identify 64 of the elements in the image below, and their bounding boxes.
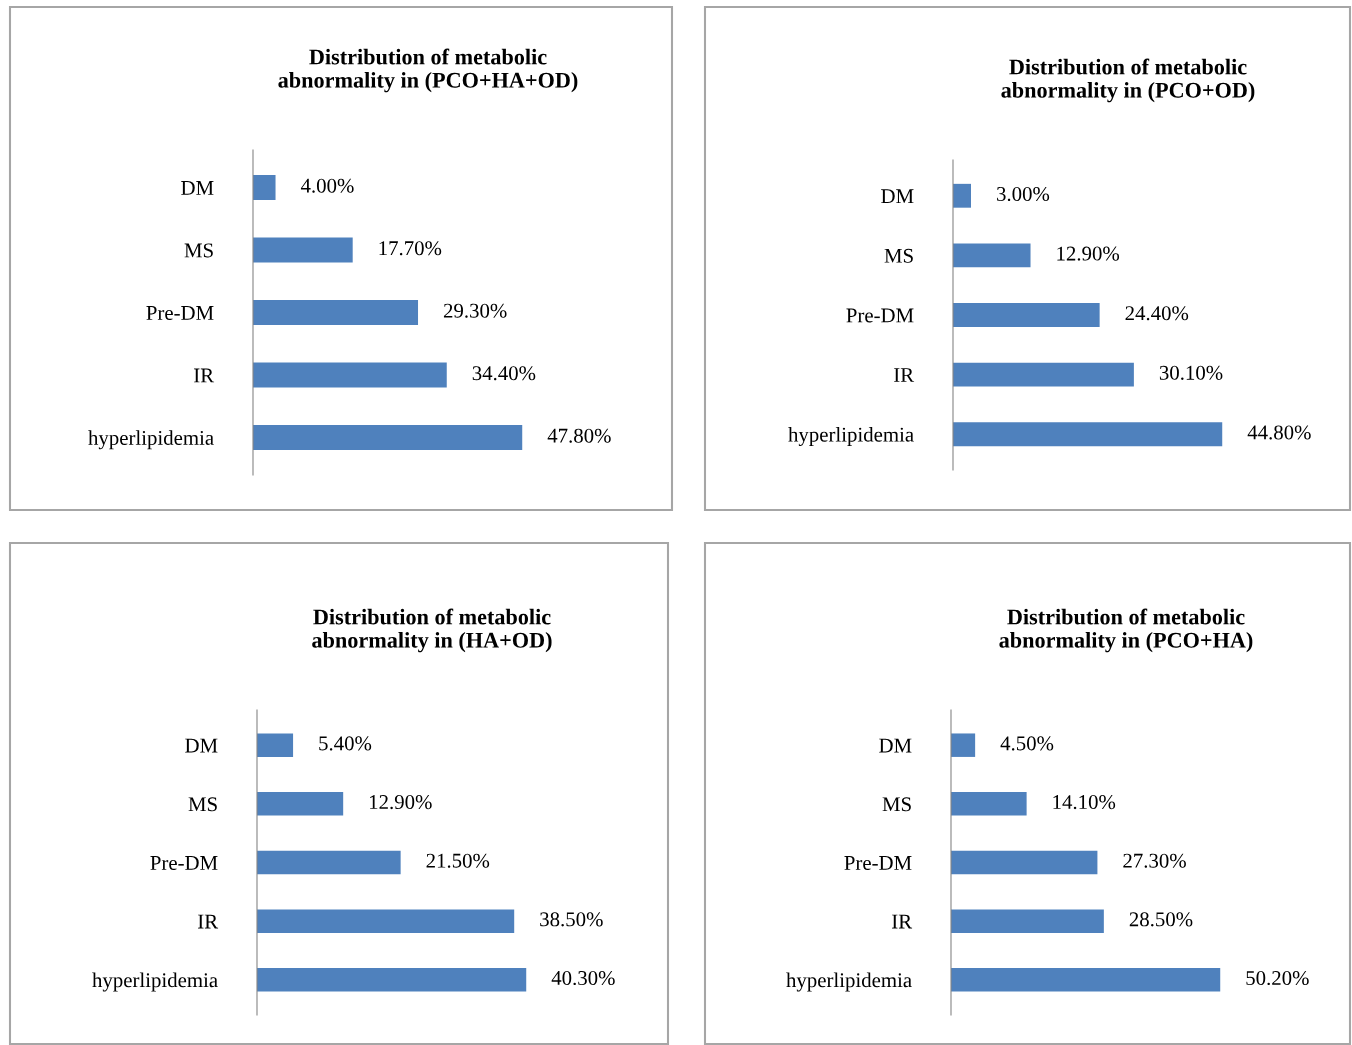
bar	[953, 243, 1031, 268]
bar	[257, 968, 527, 992]
data-label: 27.30%	[1123, 853, 1186, 868]
data-label: 50.20%	[1246, 970, 1309, 986]
bar	[951, 733, 976, 757]
y-tick-label: MS	[884, 248, 913, 263]
data-label: 12.90%	[370, 795, 432, 810]
bar	[257, 733, 294, 757]
data-label: 17.70%	[379, 241, 442, 256]
y-tick-label: DM	[181, 181, 214, 195]
y-tick-label: MS	[188, 797, 217, 812]
y-tick-label: hyperlipidemia	[786, 972, 912, 992]
y-tick-label: Pre-DM	[846, 308, 914, 323]
chart-title: Distribution of metabolic abnormality in (PCO+OD)	[1001, 58, 1255, 103]
bar	[253, 425, 523, 450]
data-label: 40.30%	[551, 970, 615, 986]
data-label: 5.40%	[319, 736, 372, 751]
data-label: 4.00%	[300, 178, 354, 193]
bar	[951, 968, 1221, 992]
bar	[253, 300, 419, 325]
data-label: 44.80%	[1247, 425, 1311, 440]
y-tick-label: DM	[185, 738, 218, 753]
y-tick-label: IR	[894, 368, 915, 382]
chart-title: Distribution of metabolic abnormality in (HA+OD)	[312, 608, 552, 653]
bar	[953, 303, 1100, 327]
bar	[953, 422, 1223, 447]
data-label: 14.10%	[1053, 795, 1116, 810]
chart-title: Distribution of metabolic abnormality in (PCO+HA+OD)	[278, 48, 578, 93]
data-label: 4.50%	[1000, 736, 1054, 751]
data-label: 12.90%	[1057, 246, 1120, 261]
chart-title: Distribution of metabolic abnormality in (PCO+HA)	[999, 608, 1253, 653]
y-tick-label: Pre-DM	[844, 856, 912, 870]
data-label: 29.30%	[443, 303, 507, 318]
y-tick-label: hyperlipidemia	[788, 427, 914, 446]
bar	[951, 850, 1098, 875]
data-label: 47.80%	[547, 428, 611, 443]
data-label: 38.50%	[540, 912, 603, 927]
data-label: 34.40%	[472, 366, 536, 381]
y-tick-label: DM	[881, 189, 914, 204]
y-tick-label: IR	[194, 368, 215, 383]
bar	[951, 792, 1027, 816]
bar	[953, 183, 972, 208]
y-tick-label: IR	[892, 914, 913, 929]
bar	[253, 175, 276, 200]
data-label: 30.10%	[1159, 365, 1223, 380]
bar	[951, 909, 1104, 933]
y-tick-label: hyperlipidemia	[88, 430, 214, 450]
y-tick-label: Pre-DM	[146, 306, 214, 320]
bar	[253, 362, 447, 388]
data-label: 24.40%	[1125, 306, 1189, 321]
bar	[257, 850, 401, 875]
data-label: 21.50%	[426, 853, 490, 868]
y-tick-label: MS	[184, 243, 213, 258]
bar	[953, 362, 1134, 387]
y-tick-label: hyperlipidemia	[92, 972, 218, 992]
y-tick-label: MS	[882, 797, 911, 812]
y-tick-label: DM	[879, 738, 912, 753]
bar	[257, 909, 515, 933]
y-tick-label: Pre-DM	[150, 856, 218, 870]
data-label: 28.50%	[1129, 912, 1193, 927]
y-tick-label: IR	[198, 914, 219, 929]
bar	[257, 792, 344, 816]
bar	[253, 237, 353, 263]
data-label: 3.00%	[997, 186, 1050, 202]
